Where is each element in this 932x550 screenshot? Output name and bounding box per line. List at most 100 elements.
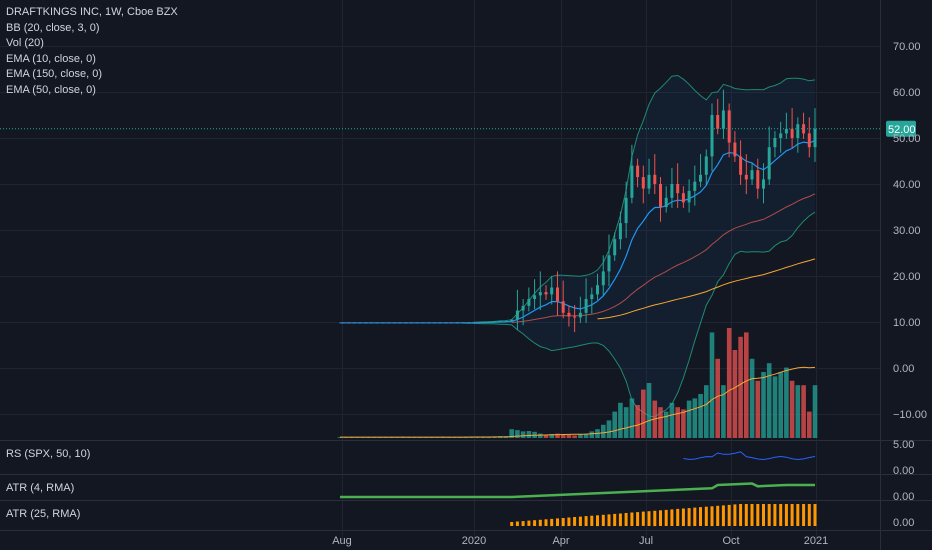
volume-bar	[641, 389, 646, 438]
legend-volume[interactable]: Vol (20)	[6, 37, 44, 49]
candle-body	[556, 287, 559, 302]
candle-body	[727, 110, 731, 143]
candle-body	[796, 124, 800, 138]
candle-body	[676, 184, 680, 194]
volume-bar	[704, 385, 709, 438]
volume-bar	[669, 402, 675, 438]
atr25-bar	[773, 504, 777, 526]
atr25-bar	[590, 515, 594, 526]
volume-ma-line	[340, 366, 816, 438]
price-tick-label: 40.00	[893, 179, 921, 191]
atr25-bar	[624, 513, 628, 526]
atr25-bar	[601, 514, 605, 526]
volume-bar	[543, 434, 549, 438]
rs-pane-label[interactable]: RS (SPX, 50, 10)	[6, 448, 91, 460]
atr25-bar	[687, 508, 691, 527]
atr25-bar	[796, 504, 800, 526]
atr25-bar	[727, 504, 731, 526]
volume-bar	[738, 336, 743, 438]
atr25-bar	[596, 515, 599, 527]
candle-body	[733, 142, 737, 157]
atr25-bar	[699, 507, 702, 526]
volume-bar	[560, 434, 566, 438]
legend-bb[interactable]: BB (20, close, 3, 0)	[6, 21, 100, 34]
volume-bar	[646, 383, 652, 438]
volume-bar	[629, 398, 635, 438]
atr25-bar	[521, 521, 525, 526]
volume-bar	[709, 332, 715, 438]
volume-bar	[732, 350, 738, 438]
atr25-bar	[618, 513, 622, 527]
candle-body	[704, 156, 708, 175]
volume-bar	[755, 380, 761, 438]
time-tick-label: Aug	[332, 535, 352, 547]
atr25-bar	[653, 510, 657, 527]
time-tick-label: 2020	[462, 535, 486, 547]
atr25-bar	[807, 504, 811, 526]
candle-body	[521, 305, 525, 311]
atr25-bar	[636, 512, 640, 526]
price-tick-label: 60.00	[893, 87, 921, 99]
candle-body	[687, 190, 691, 203]
candle-body	[607, 255, 611, 272]
volume-bar	[612, 411, 617, 438]
atr25-bar	[681, 508, 685, 526]
volume-bar	[772, 376, 778, 438]
time-tick-label: Jul	[639, 535, 653, 547]
legend-ema150[interactable]: EMA (150, close, 0)	[6, 68, 102, 80]
price-tick-label: 70.00	[893, 41, 921, 53]
atr25-bar	[693, 507, 697, 526]
price-tick-label: 0.00	[893, 363, 914, 375]
candle-body	[767, 147, 771, 180]
candle-body	[481, 322, 485, 323]
volume-bar	[784, 367, 789, 438]
volume-bar	[509, 429, 514, 438]
atr25-bar	[744, 504, 748, 526]
symbol-title[interactable]: DRAFTKINGS INC, 1W, Cboe BZX	[6, 6, 178, 18]
atr4-pane-label[interactable]: ATR (4, RMA)	[6, 482, 75, 494]
atr25-bar	[584, 516, 588, 526]
candle-body	[567, 312, 571, 317]
legend-ema10[interactable]: EMA (10, close, 0)	[6, 52, 96, 65]
candle-body	[659, 184, 662, 207]
atr25-bar	[733, 504, 737, 526]
volume-bar	[778, 372, 783, 438]
volume-bar	[812, 385, 818, 438]
candle-body	[681, 193, 685, 203]
volume-bar	[795, 385, 801, 438]
atr25-bar	[613, 513, 617, 526]
volume-bar	[606, 420, 612, 438]
atr25-bar	[784, 504, 788, 526]
volume-bar	[583, 433, 589, 438]
atr25-bar	[510, 522, 514, 526]
atr25-bar	[550, 518, 554, 527]
atr25-pane-label[interactable]: ATR (25, RMA)	[6, 508, 81, 520]
price-tick-label: 20.00	[893, 271, 921, 283]
last-price-badge	[886, 120, 916, 137]
time-tick-label: Apr	[552, 535, 569, 547]
volume-bar	[692, 398, 698, 438]
atr25-bar	[561, 518, 565, 527]
volume-bar	[675, 407, 680, 438]
atr4-line	[340, 482, 815, 499]
volume-bar	[526, 431, 532, 438]
candle-body	[710, 115, 714, 157]
rs-tick-label: 0.00	[893, 465, 914, 477]
atr25-bar	[607, 514, 611, 527]
volume-bar	[766, 363, 772, 438]
candle-body	[510, 319, 514, 322]
atr25-tick-label: 0.00	[893, 517, 914, 529]
atr25-bar	[716, 505, 720, 526]
atr25-bar	[647, 511, 651, 526]
atr25-bar	[779, 504, 783, 526]
legend-ema50[interactable]: EMA (50, close, 0)	[6, 83, 96, 96]
volume-bar	[807, 411, 812, 438]
candle-body	[784, 128, 788, 134]
candle-body	[664, 197, 668, 207]
chart-legend: DRAFTKINGS INC, 1W, Cboe BZX BB (20, clo…	[6, 5, 178, 98]
candle-body	[624, 197, 628, 224]
volume-bar	[635, 405, 640, 438]
candle-body	[693, 181, 697, 191]
